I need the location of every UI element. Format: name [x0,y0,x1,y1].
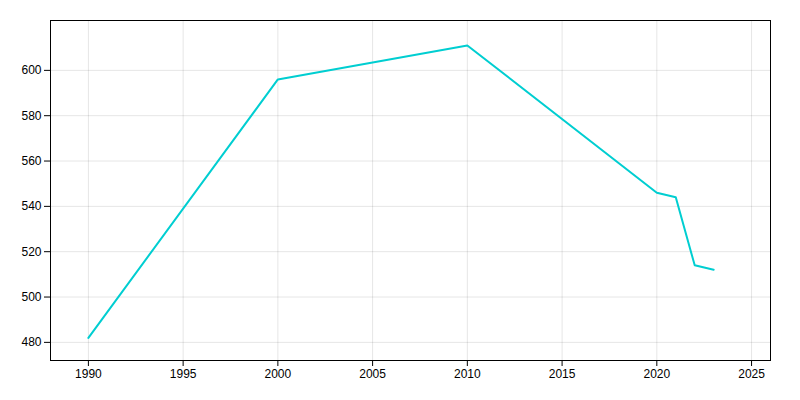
svg-text:480: 480 [21,335,41,349]
svg-text:520: 520 [21,245,41,259]
svg-text:2010: 2010 [454,367,481,381]
svg-text:560: 560 [21,154,41,168]
svg-text:1995: 1995 [170,367,197,381]
svg-text:1990: 1990 [75,367,102,381]
svg-text:2005: 2005 [359,367,386,381]
svg-text:540: 540 [21,199,41,213]
svg-text:500: 500 [21,290,41,304]
svg-text:2025: 2025 [738,367,765,381]
svg-text:2015: 2015 [549,367,576,381]
svg-text:2000: 2000 [265,367,292,381]
svg-text:600: 600 [21,63,41,77]
svg-text:580: 580 [21,109,41,123]
svg-text:2020: 2020 [643,367,670,381]
